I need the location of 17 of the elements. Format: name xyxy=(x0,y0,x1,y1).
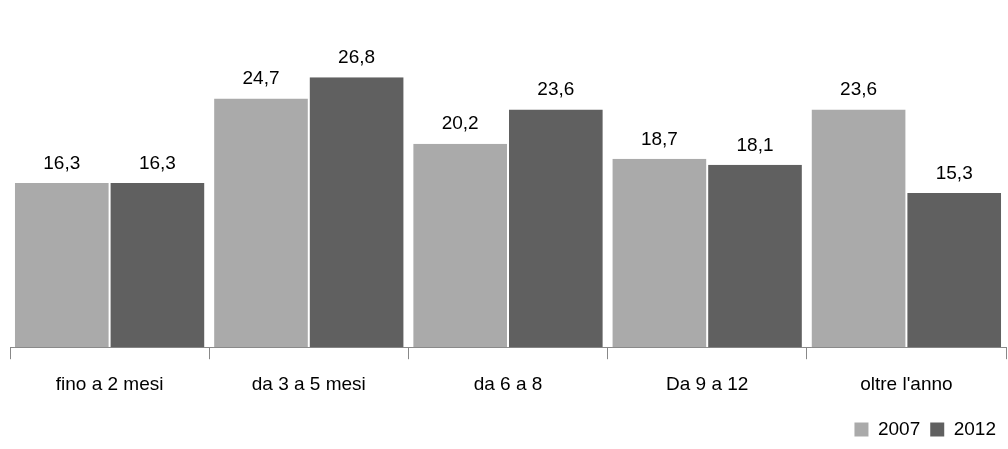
data-label: 20,2 xyxy=(441,112,479,134)
data-label: 23,6 xyxy=(537,78,575,100)
data-label: 18,1 xyxy=(736,133,774,155)
legend-label: 2012 xyxy=(953,417,997,439)
data-label: 15,3 xyxy=(935,161,973,183)
x-tick-label: fino a 2 mesi xyxy=(55,372,164,394)
x-tick-label: Da 9 a 12 xyxy=(666,372,749,394)
legend-label: 2007 xyxy=(877,417,921,439)
x-tick-label: da 3 a 5 mesi xyxy=(251,372,366,394)
data-label: 26,8 xyxy=(338,45,376,67)
data-label: 24,7 xyxy=(242,67,280,89)
x-tick-label: oltre l'anno xyxy=(860,372,953,394)
data-label: 23,6 xyxy=(840,78,878,100)
data-label: 18,7 xyxy=(640,127,678,149)
x-tick-label: da 6 a 8 xyxy=(473,372,543,394)
data-label: 16,3 xyxy=(43,151,81,173)
data-label: 16,3 xyxy=(138,151,176,173)
